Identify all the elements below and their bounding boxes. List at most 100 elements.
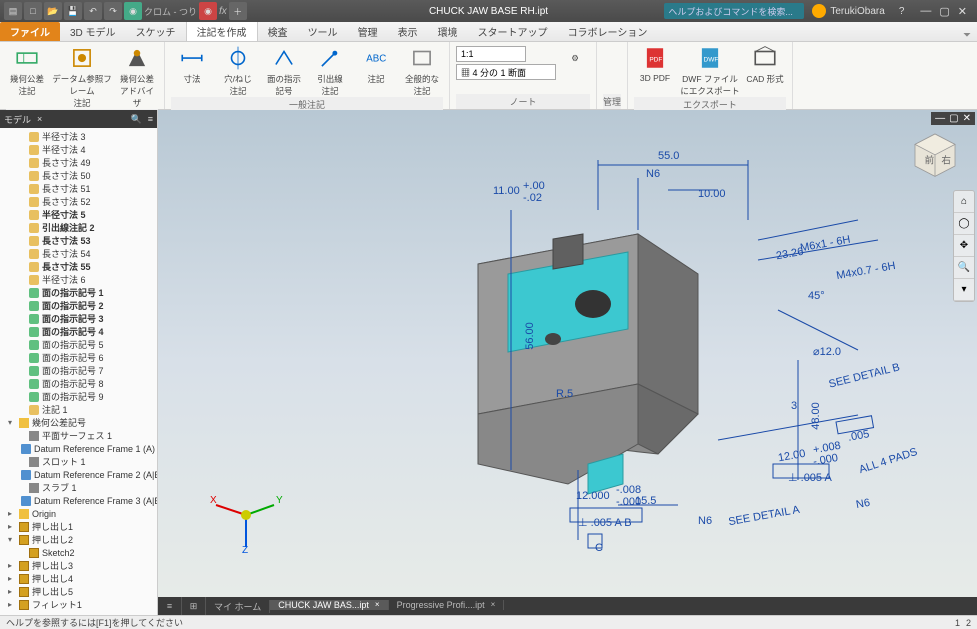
ribbon-btn-datum-frame[interactable]: データム参照フレーム注記 [52, 44, 112, 109]
tree-node[interactable]: 長さ寸法 50 [0, 169, 157, 182]
tree-node[interactable]: 面の指示記号 3 [0, 312, 157, 325]
ribbon-btn-surf[interactable]: 面の指示記号 [263, 44, 305, 97]
browser-menu-icon[interactable]: ≡ [148, 114, 153, 124]
tab-file[interactable]: ファイル [0, 22, 60, 41]
section-view-select[interactable]: ▦ 4 分の 1 断面 [456, 64, 556, 80]
tree-node[interactable]: 半径寸法 6 [0, 273, 157, 286]
nav-home-icon[interactable]: ⌂ [954, 191, 974, 213]
minimize-button[interactable]: — [920, 5, 931, 18]
tree-node[interactable]: Datum Reference Frame 2 (A|B) [0, 468, 157, 481]
vp-close-icon[interactable]: ✕ [963, 113, 971, 124]
scale-select[interactable]: 1:1 [456, 46, 526, 62]
ribbon-btn-hole[interactable]: 穴/ねじ注記 [217, 44, 259, 97]
help-search-input[interactable]: ヘルプおよびコマンドを検索... [664, 3, 804, 19]
tree-node[interactable]: スロット 1 [0, 455, 157, 468]
tree-node[interactable]: ▾押し出し2 [0, 533, 157, 546]
qat-app-icon[interactable]: ◉ [124, 2, 142, 20]
help-icon[interactable]: ? [899, 6, 905, 17]
qat-save-icon[interactable]: 💾 [64, 2, 82, 20]
user-account[interactable]: TerukiObara [812, 4, 884, 18]
tab-表示[interactable]: 表示 [388, 22, 428, 41]
status-page-1[interactable]: 1 [955, 618, 960, 628]
tree-node[interactable]: 長さ寸法 51 [0, 182, 157, 195]
vp-tab-home-icon[interactable]: ⊞ [182, 597, 206, 615]
ribbon-btn-dwf[interactable]: DWFDWF ファイルにエクスポート [680, 44, 740, 97]
tab-コラボレーション[interactable]: コラボレーション [558, 22, 658, 41]
tab-ツール[interactable]: ツール [298, 22, 348, 41]
tree-node[interactable]: ▸押し出し5 [0, 585, 157, 598]
tab-close-icon[interactable]: × [375, 600, 380, 609]
tree-node[interactable]: 引出線注記 2 [0, 221, 157, 234]
tree-node[interactable]: 面の指示記号 1 [0, 286, 157, 299]
tree-node[interactable]: 半径寸法 3 [0, 130, 157, 143]
ribbon-btn-advisor[interactable]: 幾何公差アドバイザ [116, 44, 158, 109]
vp-minimize-icon[interactable]: — [935, 113, 945, 124]
ribbon-btn-general[interactable]: 全般的な注記 [401, 44, 443, 97]
qat-new-icon[interactable]: □ [24, 2, 42, 20]
tab-検査[interactable]: 検査 [258, 22, 298, 41]
tree-node[interactable]: 長さ寸法 49 [0, 156, 157, 169]
qat-menu-icon[interactable]: ▤ [4, 2, 22, 20]
tree-node[interactable]: 面の指示記号 8 [0, 377, 157, 390]
tree-node[interactable]: Datum Reference Frame 1 (A) [0, 442, 157, 455]
tree-node[interactable]: 注記 1 [0, 403, 157, 416]
tree-node[interactable]: 長さ寸法 54 [0, 247, 157, 260]
tree-node[interactable]: ▸押し出し1 [0, 520, 157, 533]
view-cube[interactable]: 前 右 [911, 130, 959, 178]
document-tab[interactable]: マイ ホーム [206, 600, 270, 613]
nav-orbit-icon[interactable]: ◯ [954, 213, 974, 235]
tab-注記を作成[interactable]: 注記を作成 [186, 21, 258, 41]
tree-node[interactable]: 面の指示記号 6 [0, 351, 157, 364]
tab-スケッチ[interactable]: スケッチ [126, 22, 186, 41]
tree-node[interactable]: 面の指示記号 5 [0, 338, 157, 351]
tree-node[interactable]: ▸押し出し4 [0, 572, 157, 585]
qat-open-icon[interactable]: 📂 [44, 2, 62, 20]
maximize-button[interactable]: ▢ [939, 5, 949, 18]
tab-スタートアップ[interactable]: スタートアップ [468, 22, 558, 41]
tree-node[interactable]: Datum Reference Frame 3 (A|B|C) [0, 494, 157, 507]
tab-3D モデル[interactable]: 3D モデル [60, 22, 126, 41]
document-tab[interactable]: CHUCK JAW BAS...ipt× [270, 600, 388, 610]
tab-環境[interactable]: 環境 [428, 22, 468, 41]
ribbon-btn-abc[interactable]: ABC注記 [355, 44, 397, 85]
ribbon-btn-cad[interactable]: CAD 形式 [744, 44, 786, 85]
qat-appearance-icon[interactable]: ◉ [199, 2, 217, 20]
nav-pan-icon[interactable]: ✥ [954, 235, 974, 257]
document-tab[interactable]: Progressive Profi....ipt× [389, 600, 505, 610]
tree-node[interactable]: 半径寸法 5 [0, 208, 157, 221]
tree-node[interactable]: Sketch2 [0, 546, 157, 559]
nav-more-icon[interactable]: ▾ [954, 279, 974, 301]
vp-maximize-icon[interactable]: ▢ [949, 113, 958, 124]
tabs-expand-icon[interactable]: ⏷ [957, 30, 977, 41]
ribbon-btn-dim[interactable]: 寸法 [171, 44, 213, 85]
tree-node[interactable]: 面の指示記号 4 [0, 325, 157, 338]
browser-tree[interactable]: 半径寸法 3半径寸法 4長さ寸法 49長さ寸法 50長さ寸法 51長さ寸法 52… [0, 128, 157, 615]
view-settings-button[interactable]: ⚙ [560, 44, 590, 72]
ribbon-btn-leader[interactable]: 引出線注記 [309, 44, 351, 97]
tree-node[interactable]: 平面サーフェス 1 [0, 429, 157, 442]
qat-redo-icon[interactable]: ↷ [104, 2, 122, 20]
qat-fx-icon[interactable]: fx [219, 6, 227, 17]
vp-tab-menu-icon[interactable]: ≡ [158, 597, 182, 615]
tree-node[interactable]: 長さ寸法 55 [0, 260, 157, 273]
tree-node[interactable]: 面の指示記号 2 [0, 299, 157, 312]
ribbon-btn-gdt[interactable]: 幾何公差注記 [6, 44, 48, 97]
browser-search-icon[interactable]: 🔍 [131, 114, 142, 125]
tree-node[interactable]: ▸押し出し3 [0, 559, 157, 572]
tab-管理[interactable]: 管理 [348, 22, 388, 41]
tree-node[interactable]: 長さ寸法 53 [0, 234, 157, 247]
tree-node[interactable]: ▸Origin [0, 507, 157, 520]
tree-node[interactable]: スラブ 1 [0, 481, 157, 494]
tree-node[interactable]: ▸フィレット1 [0, 598, 157, 611]
close-button[interactable]: ✕ [958, 5, 967, 18]
status-page-2[interactable]: 2 [966, 618, 971, 628]
qat-undo-icon[interactable]: ↶ [84, 2, 102, 20]
tree-node[interactable]: ▾幾何公差記号 [0, 416, 157, 429]
tab-close-icon[interactable]: × [491, 600, 496, 609]
tree-node[interactable]: 面の指示記号 9 [0, 390, 157, 403]
tree-node[interactable]: 面の指示記号 7 [0, 364, 157, 377]
ribbon-btn-pdf[interactable]: PDF3D PDF [634, 44, 676, 83]
nav-zoom-icon[interactable]: 🔍 [954, 257, 974, 279]
tree-node[interactable]: 半径寸法 4 [0, 143, 157, 156]
browser-close-icon[interactable]: × [37, 114, 42, 124]
